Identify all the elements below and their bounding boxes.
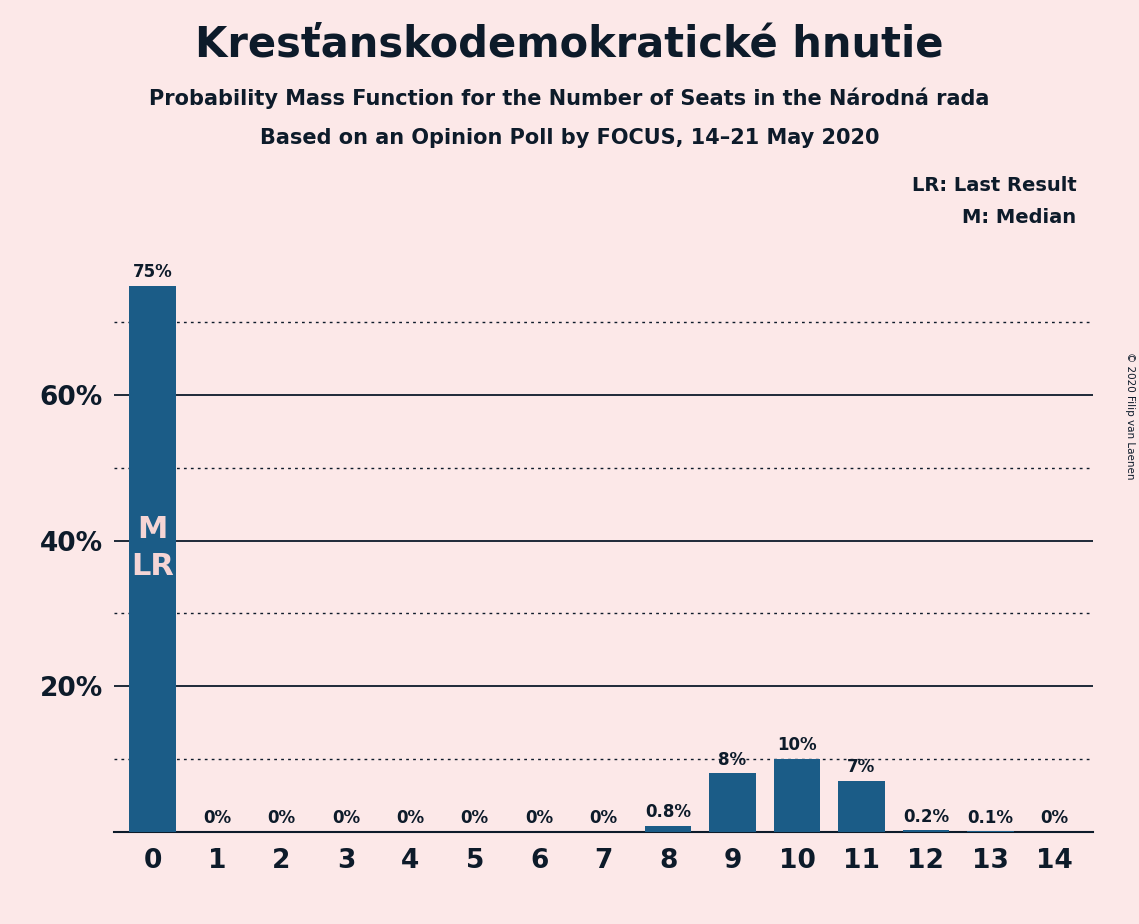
Text: © 2020 Filip van Laenen: © 2020 Filip van Laenen	[1125, 352, 1134, 480]
Text: 0.8%: 0.8%	[645, 803, 691, 821]
Text: LR: LR	[131, 552, 174, 580]
Text: 7%: 7%	[847, 759, 876, 776]
Bar	[130, 286, 175, 832]
Text: Kresťanskodemokratické hnutie: Kresťanskodemokratické hnutie	[195, 23, 944, 65]
Bar	[710, 773, 756, 832]
Text: 0%: 0%	[525, 809, 554, 827]
Text: 10%: 10%	[777, 736, 817, 755]
Text: 0.2%: 0.2%	[903, 808, 949, 826]
Text: 0%: 0%	[460, 809, 489, 827]
Text: 0%: 0%	[396, 809, 425, 827]
Text: 0%: 0%	[331, 809, 360, 827]
Bar	[645, 826, 691, 832]
Text: M: Median: M: Median	[962, 208, 1076, 227]
Text: LR: Last Result: LR: Last Result	[911, 176, 1076, 195]
Bar	[903, 830, 949, 832]
Text: 0%: 0%	[203, 809, 231, 827]
Text: Based on an Opinion Poll by FOCUS, 14–21 May 2020: Based on an Opinion Poll by FOCUS, 14–21…	[260, 128, 879, 148]
Text: 0%: 0%	[1041, 809, 1068, 827]
Text: Probability Mass Function for the Number of Seats in the Národná rada: Probability Mass Function for the Number…	[149, 88, 990, 109]
Text: 0.1%: 0.1%	[967, 808, 1014, 826]
Text: 0%: 0%	[268, 809, 295, 827]
Text: 8%: 8%	[719, 751, 747, 769]
Text: 75%: 75%	[132, 263, 172, 282]
Bar	[773, 759, 820, 832]
Bar	[838, 781, 885, 832]
Text: 0%: 0%	[590, 809, 617, 827]
Text: M: M	[138, 515, 167, 544]
